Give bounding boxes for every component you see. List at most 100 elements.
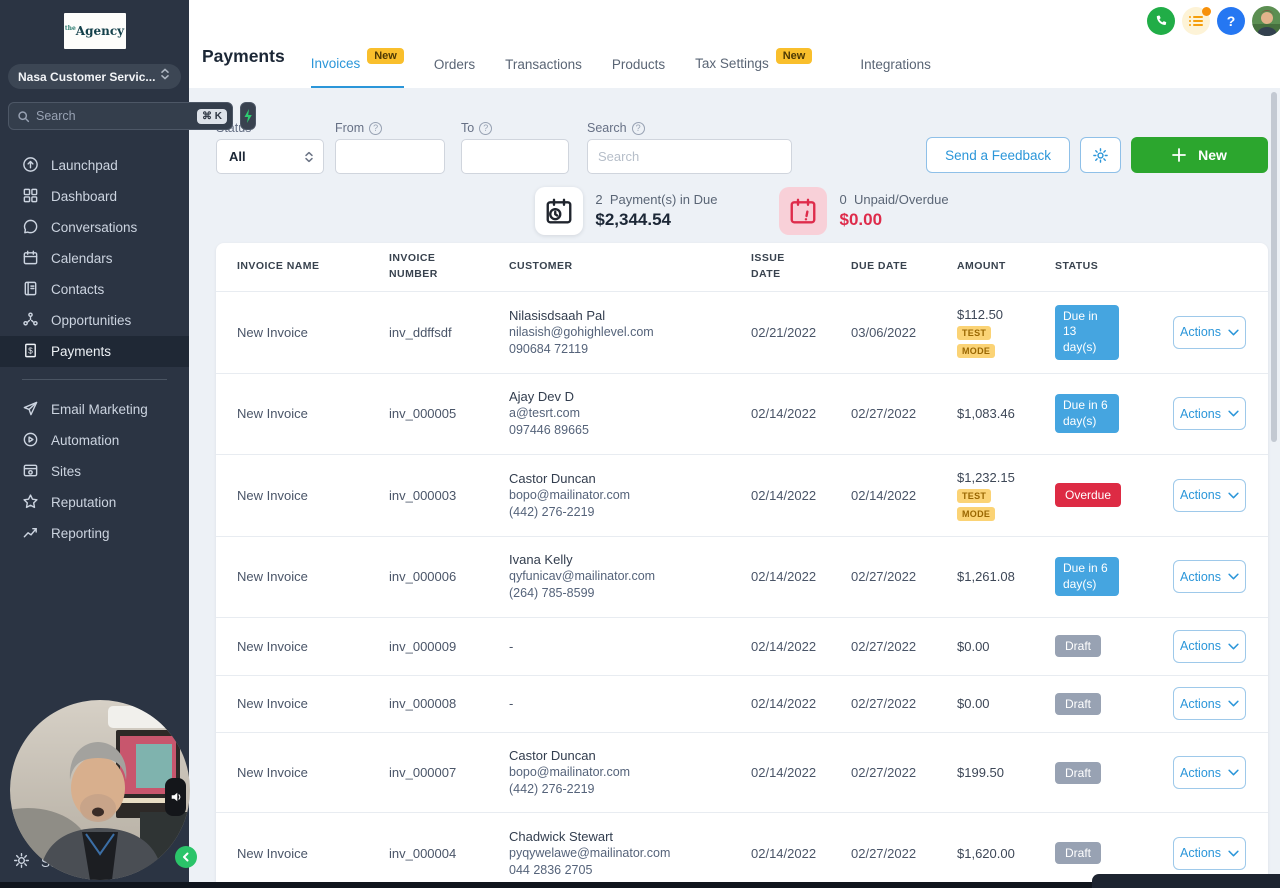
- actions-button[interactable]: Actions: [1173, 478, 1246, 512]
- actions-label: Actions: [1180, 846, 1221, 861]
- tab-label: Tax Settings: [695, 56, 769, 71]
- calendar-alert-icon: [779, 187, 828, 235]
- sidebar-item-dashboard[interactable]: Dashboard: [0, 181, 189, 212]
- chevron-down-icon: [1228, 850, 1239, 857]
- sidebar-item-label: Launchpad: [51, 158, 118, 173]
- issue-date: 02/14/2022: [751, 569, 817, 585]
- list-icon: [1189, 16, 1203, 26]
- actions-cell: Actions: [1173, 756, 1246, 789]
- tab-label: Orders: [433, 57, 476, 72]
- webcam-video-bubble[interactable]: [10, 700, 190, 880]
- tab-integrations[interactable]: Integrations: [860, 57, 931, 88]
- status-select[interactable]: All: [216, 139, 324, 174]
- column-header: STATUS: [1055, 260, 1099, 273]
- send-feedback-button[interactable]: Send a Feedback: [926, 137, 1070, 173]
- account-selector[interactable]: Nasa Customer Servic...: [8, 64, 181, 89]
- calendar-icon: [22, 249, 39, 269]
- new-invoice-button[interactable]: New: [1131, 137, 1268, 173]
- sidebar-item-reporting[interactable]: Reporting: [0, 518, 189, 549]
- issue-date: 02/14/2022: [751, 406, 817, 422]
- actions-label: Actions: [1180, 325, 1221, 340]
- status-badge: Overdue: [1055, 483, 1122, 508]
- help-button[interactable]: ?: [1217, 7, 1245, 35]
- table-row[interactable]: New Invoice inv_000006 Ivana Kelly qyfun…: [216, 537, 1268, 618]
- actions-button[interactable]: Actions: [1173, 315, 1246, 349]
- chevron-up-down-icon: [159, 67, 171, 86]
- collapse-webcam-button[interactable]: [175, 846, 197, 868]
- trend-up-icon: [22, 524, 39, 544]
- sidebar-item-launchpad[interactable]: Launchpad: [0, 150, 189, 181]
- invoice-name: New Invoice: [237, 845, 308, 861]
- sidebar-item-contacts[interactable]: Contacts: [0, 274, 189, 305]
- actions-cell: Actions: [1173, 478, 1246, 512]
- sidebar-search-input[interactable]: [36, 109, 197, 123]
- payments-icon: $: [22, 342, 39, 362]
- phone-button[interactable]: [1147, 7, 1175, 35]
- sidebar-item-label: Email Marketing: [51, 402, 148, 417]
- sidebar-item-reputation[interactable]: Reputation: [0, 487, 189, 518]
- invoice-settings-button[interactable]: [1080, 137, 1121, 173]
- to-date-filter: To?: [461, 121, 569, 174]
- actions-button[interactable]: Actions: [1173, 560, 1246, 594]
- table-row[interactable]: New Invoice inv_ddffsdf Nilasisdsaah Pal…: [216, 292, 1268, 374]
- customer-name: Castor Duncan: [509, 748, 596, 763]
- column-header: AMOUNT: [957, 260, 1006, 273]
- invoice-number: inv_000007: [389, 765, 457, 780]
- actions-button[interactable]: Actions: [1173, 836, 1246, 870]
- actions-button[interactable]: Actions: [1173, 756, 1246, 789]
- invoice-name: New Invoice: [237, 638, 308, 654]
- toolbar-buttons: Send a Feedback New: [926, 137, 1268, 173]
- actions-label: Actions: [1180, 765, 1221, 780]
- invoices-content: Status All From? To? Search?: [189, 121, 1280, 888]
- tab-tax-settings[interactable]: Tax Settings New: [695, 48, 813, 88]
- sidebar-item-label: Opportunities: [51, 313, 132, 328]
- tab-label: Transactions: [505, 57, 582, 72]
- payments-due-stat: 2 Payment(s) in Due $2,344.54: [535, 187, 717, 235]
- sidebar-item-payments[interactable]: $ Payments: [0, 336, 189, 367]
- sidebar-search-row: ⌘ K: [8, 102, 256, 130]
- updates-list-button[interactable]: [1182, 7, 1211, 35]
- tab-transactions[interactable]: Transactions: [505, 57, 582, 88]
- sidebar-item-sites[interactable]: Sites: [0, 456, 189, 487]
- invoice-name: New Invoice: [237, 569, 308, 585]
- tab-invoices[interactable]: Invoices New: [310, 48, 404, 88]
- status-badge: Draft: [1055, 842, 1102, 865]
- to-date-input[interactable]: [461, 139, 569, 174]
- sidebar-item-email-marketing[interactable]: Email Marketing: [0, 394, 189, 425]
- sidebar-item-automation[interactable]: Automation: [0, 425, 189, 456]
- status-filter: Status All: [216, 121, 324, 174]
- tab-orders[interactable]: Orders: [434, 57, 475, 88]
- table-row[interactable]: New Invoice inv_000008 - 02/14/2022 02/2…: [216, 676, 1268, 733]
- customer-name: Ivana Kelly: [509, 552, 573, 568]
- sidebar-item-conversations[interactable]: Conversations: [0, 212, 189, 243]
- sidebar-item-opportunities[interactable]: Opportunities: [0, 305, 189, 336]
- tab-products[interactable]: Products: [612, 57, 665, 88]
- sidebar-search-box[interactable]: ⌘ K: [8, 102, 233, 130]
- sidebar-item-calendars[interactable]: Calendars: [0, 243, 189, 274]
- user-avatar[interactable]: [1252, 6, 1280, 36]
- quick-actions-button[interactable]: [240, 102, 256, 130]
- phone-icon: [1156, 15, 1167, 26]
- actions-button[interactable]: Actions: [1173, 629, 1246, 663]
- table-row[interactable]: New Invoice inv_000004 Chadwick Stewart …: [216, 813, 1268, 888]
- invoice-search-input[interactable]: [587, 139, 792, 174]
- invoice-number: inv_000006: [389, 569, 457, 585]
- test-mode-badge: TEST: [957, 488, 992, 503]
- actions-button[interactable]: Actions: [1173, 397, 1246, 431]
- notification-dot: [1202, 7, 1211, 16]
- chevron-down-icon: [1228, 700, 1239, 707]
- table-row[interactable]: New Invoice inv_000003 Castor Duncan bop…: [216, 455, 1268, 537]
- amount: $112.50: [957, 306, 1004, 322]
- table-row[interactable]: New Invoice inv_000005 Ajay Dev D a@tesr…: [216, 374, 1268, 455]
- sidebar-item-label: Payments: [51, 344, 112, 359]
- volume-indicator[interactable]: [165, 778, 186, 816]
- plus-icon: [1172, 148, 1186, 162]
- scrollbar-thumb[interactable]: [1271, 92, 1277, 442]
- from-date-input[interactable]: [335, 139, 445, 174]
- actions-button[interactable]: Actions: [1173, 687, 1246, 721]
- table-row[interactable]: New Invoice inv_000007 Castor Duncan bop…: [216, 733, 1268, 813]
- search-icon: [17, 110, 30, 123]
- table-row[interactable]: New Invoice inv_000009 - 02/14/2022 02/2…: [216, 618, 1268, 676]
- amount-cell: $0.00: [957, 696, 1055, 711]
- agency-logo: theAgency: [63, 13, 126, 49]
